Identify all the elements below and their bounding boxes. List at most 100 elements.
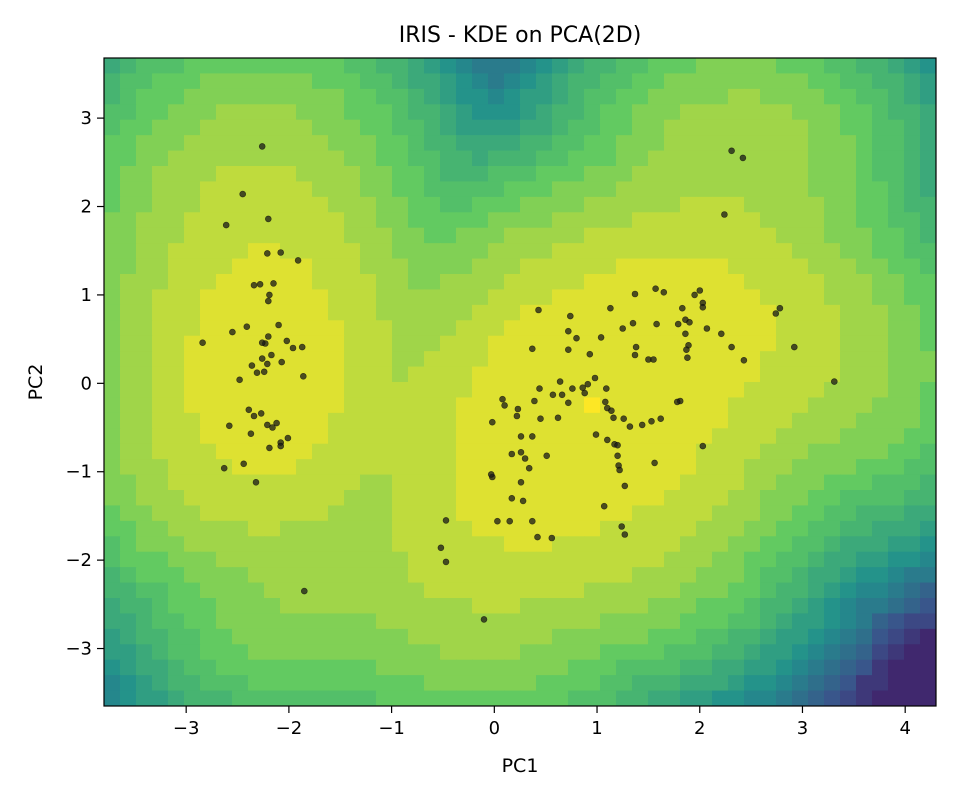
- density-cell: [920, 582, 936, 599]
- density-cell: [888, 459, 905, 476]
- density-cell: [440, 212, 457, 229]
- density-cell: [264, 459, 281, 476]
- density-cell: [344, 196, 361, 213]
- density-cell: [616, 690, 633, 706]
- density-cell: [312, 536, 329, 553]
- density-cell: [744, 320, 761, 337]
- density-cell: [792, 551, 809, 568]
- density-cell: [904, 644, 921, 661]
- density-cell: [872, 150, 889, 167]
- data-point: [226, 422, 233, 430]
- y-tick-label: 1: [81, 285, 92, 306]
- density-cell: [712, 304, 729, 321]
- density-cell: [360, 628, 377, 645]
- density-cell: [840, 551, 857, 568]
- density-cell: [424, 104, 441, 121]
- density-cell: [344, 366, 361, 383]
- density-cell: [360, 675, 377, 692]
- density-cell: [648, 567, 665, 584]
- density-cell: [184, 166, 201, 183]
- density-cell: [312, 58, 329, 75]
- density-cell: [824, 166, 841, 183]
- density-cell: [760, 320, 777, 337]
- density-cell: [728, 412, 745, 429]
- density-cell: [536, 598, 553, 615]
- density-cell: [520, 119, 537, 136]
- density-cell: [136, 58, 153, 75]
- density-cell: [120, 443, 137, 460]
- density-cell: [424, 382, 441, 399]
- density-cell: [904, 320, 921, 337]
- density-cell: [520, 150, 537, 167]
- density-cell: [280, 505, 297, 522]
- density-cell: [504, 150, 521, 167]
- density-cell: [296, 58, 313, 75]
- density-cell: [872, 58, 889, 75]
- density-cell: [648, 119, 665, 136]
- density-cell: [472, 675, 489, 692]
- density-cell: [376, 335, 393, 352]
- density-cell: [632, 490, 649, 507]
- density-cell: [104, 490, 121, 507]
- density-cell: [664, 166, 681, 183]
- density-cell: [632, 150, 649, 167]
- density-cell: [424, 675, 441, 692]
- density-cell: [152, 536, 169, 553]
- density-cell: [632, 598, 649, 615]
- density-cell: [408, 474, 425, 491]
- density-cell: [536, 644, 553, 661]
- density-cell: [296, 474, 313, 491]
- density-cell: [184, 474, 201, 491]
- data-point: [298, 343, 306, 351]
- density-cell: [376, 536, 393, 553]
- density-cell: [872, 351, 889, 368]
- density-cell: [632, 459, 649, 476]
- density-cell: [296, 119, 313, 136]
- density-cell: [232, 243, 249, 260]
- density-cell: [872, 613, 889, 630]
- density-cell: [392, 551, 409, 568]
- density-cell: [536, 58, 553, 75]
- density-cell: [600, 289, 617, 306]
- density-cell: [424, 150, 441, 167]
- density-cell: [760, 181, 777, 198]
- density-cell: [840, 428, 857, 445]
- data-point: [717, 330, 725, 338]
- density-cell: [216, 150, 233, 167]
- density-cell: [328, 335, 345, 352]
- density-cell: [552, 196, 569, 213]
- density-cell: [296, 428, 313, 445]
- density-cell: [600, 628, 617, 645]
- density-cell: [744, 88, 761, 105]
- data-point: [673, 398, 681, 406]
- density-cell: [824, 73, 841, 90]
- density-cell: [248, 520, 265, 537]
- density-cell: [312, 397, 329, 414]
- scatter-points: [199, 143, 838, 623]
- density-cell: [856, 243, 873, 260]
- density-cell: [440, 412, 457, 429]
- density-cell: [200, 613, 217, 630]
- density-cell: [568, 150, 585, 167]
- density-cell: [872, 196, 889, 213]
- density-cell: [456, 505, 473, 522]
- data-point: [684, 354, 691, 362]
- density-cell: [840, 598, 857, 615]
- density-cell: [856, 104, 873, 121]
- density-cell: [408, 675, 425, 692]
- density-cell: [424, 474, 441, 491]
- density-cell: [472, 58, 489, 75]
- density-cell: [872, 505, 889, 522]
- density-cell: [664, 119, 681, 136]
- density-cell: [376, 150, 393, 167]
- density-cell: [200, 258, 217, 275]
- density-cell: [776, 598, 793, 615]
- density-cell: [344, 181, 361, 198]
- density-cell: [184, 289, 201, 306]
- density-cell: [488, 675, 505, 692]
- density-cell: [520, 289, 537, 306]
- density-cell: [136, 150, 153, 167]
- density-cell: [648, 613, 665, 630]
- density-cell: [504, 366, 521, 383]
- density-cell: [408, 613, 425, 630]
